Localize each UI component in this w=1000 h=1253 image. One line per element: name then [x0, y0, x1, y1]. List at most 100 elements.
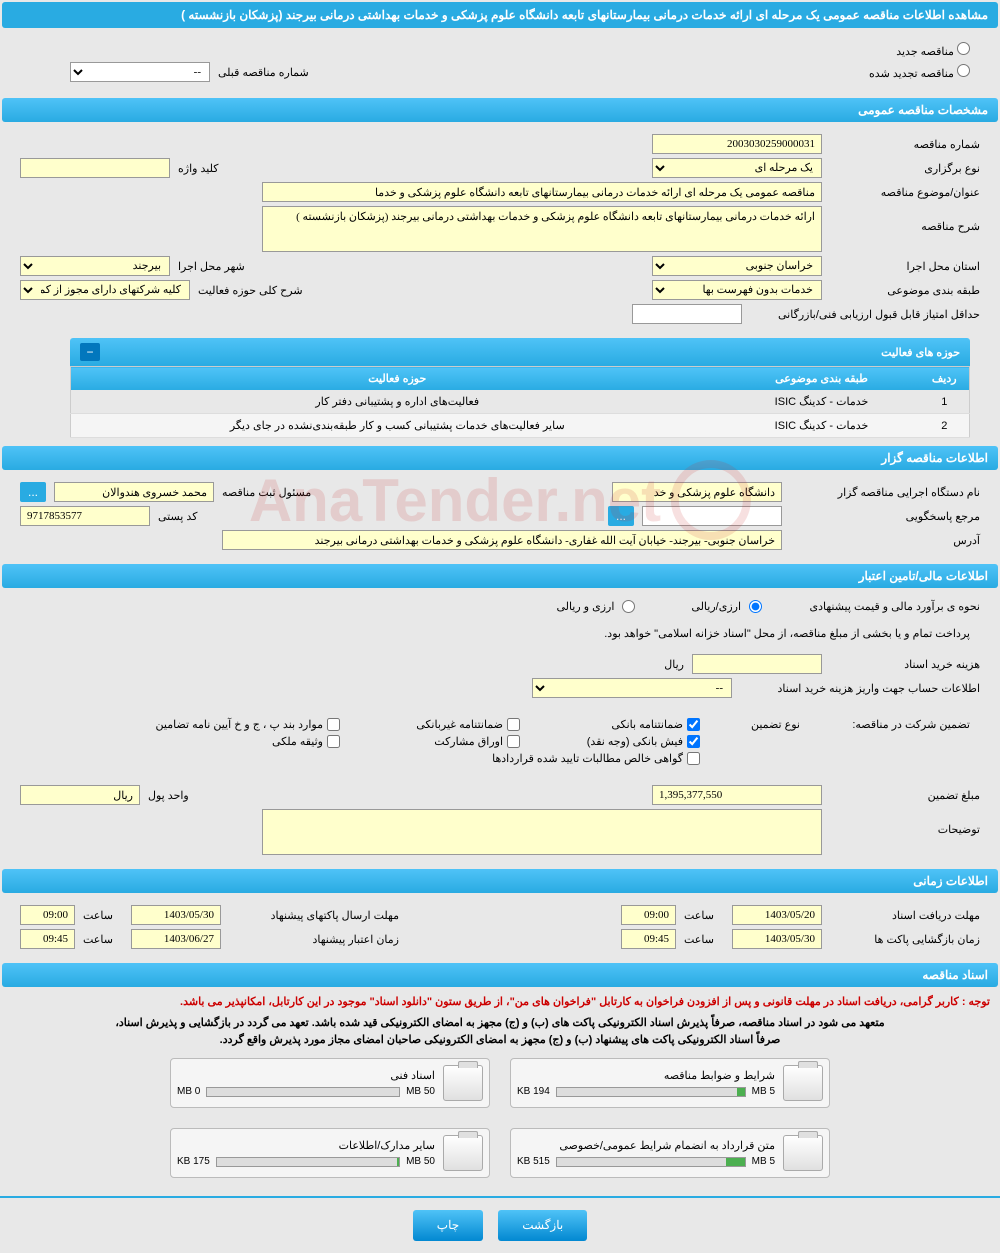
doc-info: شرایط و ضوابط مناقصه 5 MB 194 KB [517, 1069, 775, 1097]
progress-fill [737, 1088, 745, 1096]
doc-box[interactable]: اسناد فنی 50 MB 0 MB [170, 1058, 490, 1108]
chk-bylaw[interactable] [327, 718, 340, 731]
chk-bonds[interactable] [507, 735, 520, 748]
reg-officer-label: مسئول ثبت مناقصه [222, 486, 342, 499]
doc-info: اسناد فنی 50 MB 0 MB [177, 1069, 435, 1097]
doc-box[interactable]: شرایط و ضوابط مناقصه 5 MB 194 KB [510, 1058, 830, 1108]
folder-icon [443, 1065, 483, 1101]
radio-new-tender[interactable] [957, 42, 970, 55]
folder-icon [783, 1135, 823, 1171]
radio-renewed-tender[interactable] [957, 64, 970, 77]
type-select[interactable]: یک مرحله ای [652, 158, 822, 178]
receive-time-input[interactable] [621, 905, 676, 925]
currency-fx-label: ارزی/ریالی [691, 600, 741, 613]
doc-title: متن قرارداد به انضمام شرایط عمومی/خصوصی [517, 1139, 775, 1152]
chk-claims[interactable] [687, 752, 700, 765]
doc-title: سایر مدارک/اطلاعات [177, 1139, 435, 1152]
prev-tender-label: شماره مناقصه قبلی [218, 66, 309, 79]
docs-red-note: توجه : کاربر گرامی، دریافت اسناد در مهلت… [0, 989, 1000, 1014]
desc-textarea[interactable]: ارائه خدمات درمانی بیمارستانهای تابعه دا… [262, 206, 822, 252]
chk-bank-receipt[interactable] [687, 735, 700, 748]
postal-label: کد پستی [158, 510, 228, 523]
rial-unit: ریال [664, 658, 684, 671]
prev-tender-select[interactable]: -- [70, 62, 210, 82]
section-time: اطلاعات زمانی [2, 869, 998, 893]
treasury-note: پرداخت تمام و یا بخشی از مبلغ مناقصه، از… [0, 623, 1000, 644]
doc-box[interactable]: متن قرارداد به انضمام شرایط عمومی/خصوصی … [510, 1128, 830, 1178]
postal-input[interactable] [20, 506, 150, 526]
tender-no-label: شماره مناقصه [830, 138, 980, 151]
address-label: آدرس [790, 534, 980, 547]
radio-renewed-tender-label: مناقصه تجدید شده [869, 68, 954, 80]
chk-bonds-label: اوراق مشارکت [434, 735, 503, 748]
subject-input[interactable] [262, 182, 822, 202]
amount-input[interactable] [652, 785, 822, 805]
chk-bank-guarantee-label: ضمانتنامه بانکی [611, 718, 683, 731]
radio-currency-both[interactable] [622, 600, 635, 613]
cell-scope: سایر فعالیت‌های خدمات پشتیبانی کسب و کار… [71, 414, 724, 438]
reg-officer-input[interactable] [54, 482, 214, 502]
scope-select[interactable]: کلیه شرکتهای دارای مجوز از کمیسیون ماده … [20, 280, 190, 300]
collapse-button[interactable]: − [80, 343, 100, 361]
tender-no-input[interactable] [652, 134, 822, 154]
time-word-2: ساعت [83, 909, 123, 922]
validity-label: زمان اعتبار پیشنهاد [229, 933, 399, 946]
open-hour-input[interactable] [621, 929, 676, 949]
activity-table: ردیف طبقه بندی موضوعی حوزه فعالیت 1خدمات… [70, 366, 970, 438]
doc-max: 50 MB [406, 1086, 435, 1097]
chk-bank-guarantee[interactable] [687, 718, 700, 731]
validity-date-input[interactable] [131, 929, 221, 949]
doc-used: 0 MB [177, 1086, 200, 1097]
time-word-4: ساعت [83, 933, 123, 946]
min-score-label: حداقل امتیاز قابل قبول ارزیابی فنی/بازرگ… [750, 308, 980, 321]
unit-input[interactable] [20, 785, 140, 805]
contact-more-button[interactable]: ... [608, 506, 634, 526]
section-organizer: اطلاعات مناقصه گزار [2, 446, 998, 470]
chk-property[interactable] [327, 735, 340, 748]
time-word-3: ساعت [684, 933, 724, 946]
send-deadline-input[interactable] [131, 905, 221, 925]
back-button[interactable]: بازگشت [498, 1210, 587, 1241]
doc-cost-input[interactable] [692, 654, 822, 674]
currency-both-label: ارزی و ریالی [556, 600, 614, 613]
docs-black-note2: صرفاً اسناد الکترونیکی پاکت های پیشنهاد … [0, 1031, 1000, 1048]
org-name-input[interactable] [612, 482, 782, 502]
min-score-input[interactable] [632, 304, 742, 324]
validity-hour-input[interactable] [20, 929, 75, 949]
notes-textarea[interactable] [262, 809, 822, 855]
progress-fill [397, 1158, 399, 1166]
doc-used: 194 KB [517, 1086, 550, 1097]
receive-deadline-input[interactable] [732, 905, 822, 925]
doc-info: متن قرارداد به انضمام شرایط عمومی/خصوصی … [517, 1139, 775, 1167]
contact-label: مرجع پاسخگویی [790, 510, 980, 523]
progress-track [556, 1157, 746, 1167]
contact-input[interactable] [642, 506, 782, 526]
radio-currency-fx[interactable] [749, 600, 762, 613]
send-deadline-label: مهلت ارسال پاکتهای پیشنهاد [229, 909, 399, 922]
receive-deadline-label: مهلت دریافت اسناد [830, 909, 980, 922]
doc-used: 175 KB [177, 1156, 210, 1167]
account-label: اطلاعات حساب جهت واریز هزینه خرید اسناد [740, 682, 980, 695]
folder-icon [783, 1065, 823, 1101]
province-select[interactable]: خراسان جنوبی [652, 256, 822, 276]
chk-nonbank-guarantee[interactable] [507, 718, 520, 731]
keyword-input[interactable] [20, 158, 170, 178]
scope-label: شرح کلی حوزه فعالیت [198, 284, 328, 297]
account-select[interactable]: -- [532, 678, 732, 698]
docs-black-note1: متعهد می شود در اسناد مناقصه، صرفاً پذیر… [0, 1014, 1000, 1031]
cell-cat: خدمات - کدینگ ISIC [724, 390, 920, 414]
category-select[interactable]: خدمات بدون فهرست بها [652, 280, 822, 300]
city-select[interactable]: بیرجند [20, 256, 170, 276]
reg-officer-more-button[interactable]: ... [20, 482, 46, 502]
doc-max: 50 MB [406, 1156, 435, 1167]
open-date-input[interactable] [732, 929, 822, 949]
subject-label: عنوان/موضوع مناقصه [830, 186, 980, 199]
col-scope: حوزه فعالیت [71, 367, 724, 391]
progress-track [216, 1157, 400, 1167]
send-time-input[interactable] [20, 905, 75, 925]
table-row: 2خدمات - کدینگ ISICسایر فعالیت‌های خدمات… [71, 414, 970, 438]
print-button[interactable]: چاپ [413, 1210, 483, 1241]
progress-track [556, 1087, 746, 1097]
address-input[interactable] [222, 530, 782, 550]
doc-box[interactable]: سایر مدارک/اطلاعات 50 MB 175 KB [170, 1128, 490, 1178]
